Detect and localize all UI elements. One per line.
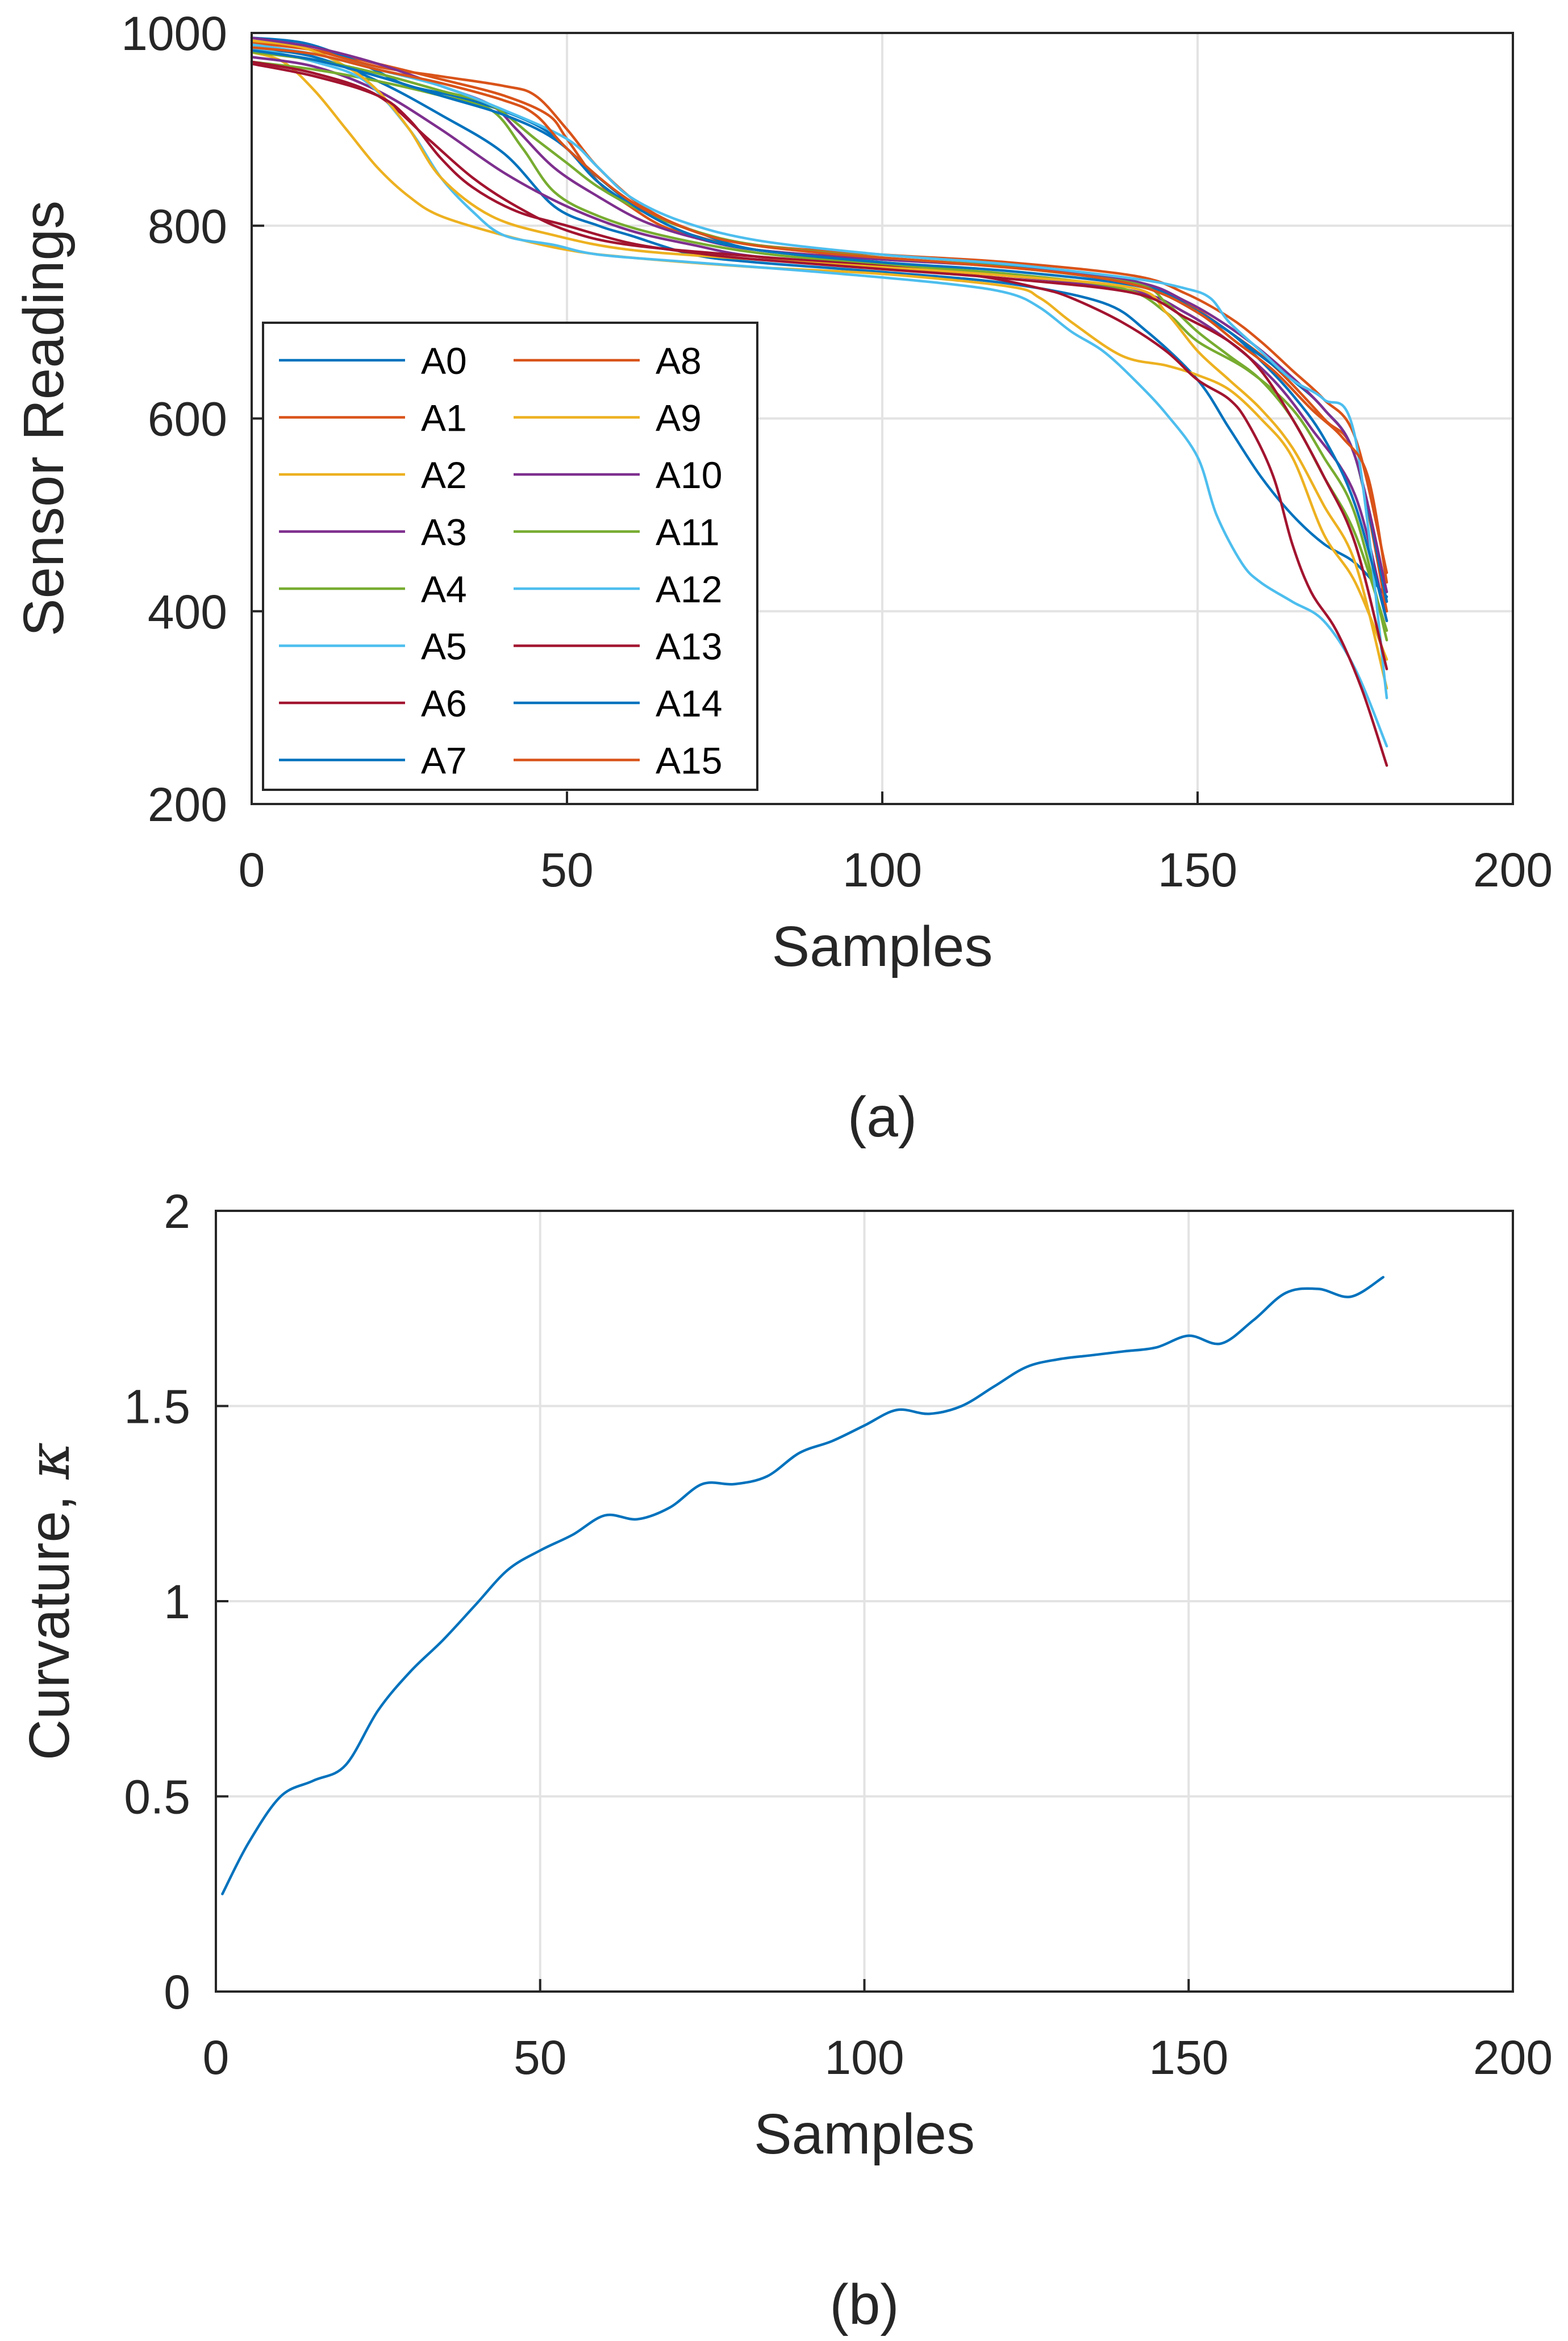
panel-a-series-a4: [250, 60, 1388, 642]
panel-b-x-tick-label: 50: [514, 2031, 566, 2084]
panel-b-series-lines: [221, 1276, 1384, 1896]
panel-a-x-tick-label: 100: [843, 843, 922, 897]
panel-a-y-tick-label: 1000: [121, 7, 227, 60]
panel-b-y-tick-label: 1: [164, 1575, 190, 1628]
panel-b-y-tick-label: 0.5: [124, 1771, 190, 1824]
panel-b-y-tick-label: 2: [164, 1185, 190, 1238]
legend-label-a8: A8: [656, 340, 702, 382]
panel-a-series-a13: [250, 63, 1388, 670]
legend-label-a5: A5: [421, 626, 467, 668]
legend-label-a7: A7: [421, 740, 467, 782]
panel-a-caption: (a): [848, 1085, 917, 1149]
panel-b-x-tick-label: 150: [1149, 2031, 1228, 2084]
panel-a-y-tick-label: 600: [148, 393, 227, 446]
panel-a-series-a9: [250, 39, 1388, 690]
panel-b-x-tick-label: 100: [824, 2031, 904, 2084]
panel-a-series-a12: [250, 43, 1388, 699]
panel-a-x-tick-label: 200: [1473, 843, 1553, 897]
panel-a-tick-labels: 0 50 100 150 200 200 400 600 800 1000: [121, 7, 1553, 897]
panel-a-series-a15: [250, 46, 1388, 584]
panel-a-series-a2: [250, 51, 1388, 661]
panel-a-series-a0: [250, 46, 1388, 598]
panel-a-y-tick-label: 400: [148, 585, 227, 639]
panel-a-y-tick-label: 200: [148, 778, 227, 831]
panel-a-series-lines: [250, 36, 1388, 767]
panel-b-kappa-symbol: κ: [16, 1442, 82, 1480]
legend-label-a9: A9: [656, 397, 702, 439]
panel-a-y-axis-label: Sensor Readings: [12, 201, 76, 636]
panel-a-y-tick-label: 800: [148, 199, 227, 253]
panel-b-series-curvature: [221, 1276, 1384, 1896]
panel-a-legend: A0 A1 A2 A3 A4 A5 A6 A7 A8 A9 A10 A11 A12 A13 A14 A15: [262, 322, 758, 791]
legend-label-a11: A11: [656, 511, 720, 553]
panel-b-y-axis-label-text: Curvature,: [18, 1479, 81, 1760]
legend-label-a4: A4: [421, 568, 467, 610]
panel-b-y-tick-label: 1.5: [124, 1380, 190, 1434]
panel-a-x-tick-label: 0: [239, 843, 265, 897]
legend-label-a2: A2: [421, 454, 467, 496]
legend-label-a3: A3: [421, 511, 467, 553]
panel-b-x-axis-label: Samples: [754, 2102, 975, 2166]
panel-a-series-a14: [250, 49, 1388, 622]
legend-label-a10: A10: [656, 454, 722, 496]
legend-label-a15: A15: [656, 740, 722, 782]
legend-label-a1: A1: [421, 397, 467, 439]
panel-a-sensor-readings-chart: 0 50 100 150 200 200 400 600 800 1000 Samples Sen…: [12, 7, 1553, 1149]
panel-b-y-axis-label: Curvature, κ: [16, 1442, 82, 1760]
panel-a-x-tick-label: 50: [540, 843, 593, 897]
panel-b-curvature-chart: 0 50 100 150 200 0 0.5 1 1.5 2 Samples Curvature,…: [16, 1185, 1553, 2336]
legend-label-a14: A14: [656, 682, 722, 724]
legend-label-a12: A12: [656, 568, 722, 610]
panel-b-tick-labels: 0 50 100 150 200 0 0.5 1 1.5 2: [124, 1185, 1553, 2084]
legend-label-a13: A13: [656, 626, 722, 668]
legend-box: [262, 322, 758, 791]
legend-label-a6: A6: [421, 682, 467, 724]
legend-label-a0: A0: [421, 340, 467, 382]
panel-a-series-a6: [250, 60, 1388, 767]
panel-b-x-tick-label: 0: [203, 2031, 230, 2084]
panel-b-x-tick-label: 200: [1473, 2031, 1553, 2084]
panel-a-x-axis-label: Samples: [772, 915, 992, 978]
panel-b-caption: (b): [829, 2273, 899, 2336]
panel-b-y-tick-label: 0: [164, 1965, 190, 2019]
panel-a-x-tick-label: 150: [1158, 843, 1237, 897]
